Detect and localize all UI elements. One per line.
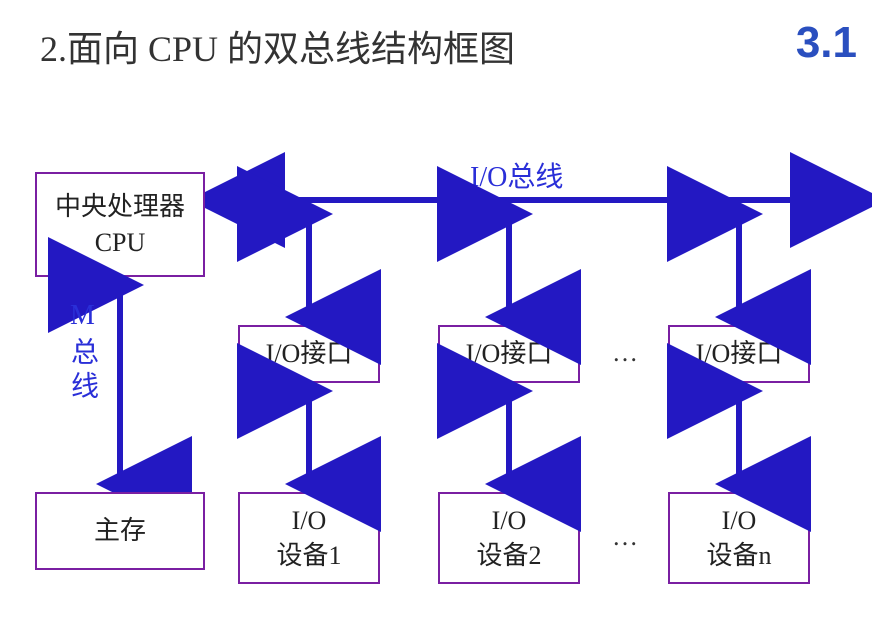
io-interface-n: I/O接口 <box>668 325 810 383</box>
io-device-2: I/O 设备2 <box>438 492 580 584</box>
cpu-label-line2: CPU <box>55 225 185 260</box>
page-title: 2.面向 CPU 的双总线结构框图 <box>40 20 515 72</box>
memory-label: 主存 <box>94 513 146 548</box>
bus-to-iface-3-arrow <box>727 206 751 325</box>
io-device-n-prefix: I/O <box>706 503 771 538</box>
interface-ellipsis: … <box>612 338 638 368</box>
io-device-1: I/O 设备1 <box>238 492 380 584</box>
io-interface-1-label: I/O接口 <box>266 336 353 371</box>
io-device-1-prefix: I/O <box>276 503 341 538</box>
io-device-n-label: 设备n <box>706 538 771 573</box>
bus-to-iface-1-arrow <box>297 206 321 325</box>
io-device-2-prefix: I/O <box>476 503 541 538</box>
section-number: 3.1 <box>796 18 857 68</box>
io-device-2-label: 设备2 <box>476 538 541 573</box>
cpu-label-line1: 中央处理器 <box>55 189 185 224</box>
io-interface-1: I/O接口 <box>238 325 380 383</box>
m-bus-arrow <box>108 277 132 492</box>
io-interface-2-label: I/O接口 <box>466 336 553 371</box>
device-ellipsis: … <box>612 522 638 552</box>
cpu-box: 中央处理器 CPU <box>35 172 205 277</box>
m-bus-label: M总线 <box>62 300 102 405</box>
bus-to-iface-2-arrow <box>497 206 521 325</box>
io-device-n: I/O 设备n <box>668 492 810 584</box>
memory-box: 主存 <box>35 492 205 570</box>
iface-to-dev-1-arrow <box>297 383 321 492</box>
io-device-1-label: 设备1 <box>276 538 341 573</box>
iface-to-dev-2-arrow <box>497 383 521 492</box>
io-interface-n-label: I/O接口 <box>696 336 783 371</box>
iface-to-dev-3-arrow <box>727 383 751 492</box>
io-interface-2: I/O接口 <box>438 325 580 383</box>
